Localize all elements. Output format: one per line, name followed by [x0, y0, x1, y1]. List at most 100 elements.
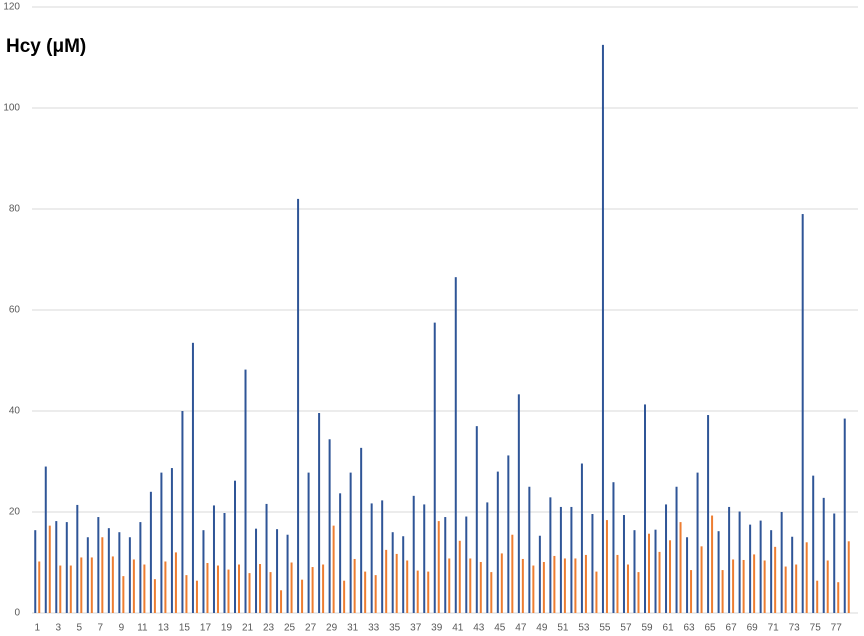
bar — [728, 506, 731, 613]
x-tick-label: 43 — [473, 623, 485, 634]
bar — [370, 503, 373, 613]
bar — [255, 528, 258, 613]
bar — [328, 439, 331, 613]
bar — [248, 573, 251, 613]
bar — [381, 500, 384, 613]
bar — [48, 525, 51, 613]
bar — [360, 447, 363, 613]
x-tick-label: 1 — [34, 623, 40, 634]
bar — [433, 322, 436, 613]
x-tick-label: 5 — [77, 623, 83, 634]
bar — [276, 529, 279, 613]
bar — [665, 504, 668, 613]
bar — [238, 564, 240, 613]
bar — [132, 559, 135, 613]
x-tick-label: 17 — [200, 623, 212, 634]
bar — [517, 394, 520, 613]
y-tick-label: 40 — [9, 406, 21, 417]
bar — [847, 541, 850, 613]
bar — [448, 558, 451, 613]
bar — [164, 561, 167, 613]
chart-title: Hcy (μM) — [6, 36, 86, 57]
bar — [286, 534, 289, 613]
bar — [111, 556, 114, 613]
bar — [153, 579, 156, 613]
bar — [538, 535, 541, 613]
bar — [791, 536, 794, 613]
x-tick-label: 9 — [119, 623, 125, 634]
bar — [486, 502, 489, 613]
x-tick-label: 45 — [494, 623, 506, 634]
x-tick-label: 59 — [641, 623, 653, 634]
bar — [402, 536, 405, 613]
x-tick-label: 47 — [515, 623, 527, 634]
bar — [812, 475, 815, 613]
y-tick-label: 100 — [3, 103, 20, 114]
bar — [574, 558, 577, 613]
bar — [654, 529, 657, 613]
bar — [143, 564, 146, 613]
bar — [101, 537, 104, 613]
bar — [795, 564, 798, 613]
x-tick-label: 3 — [56, 623, 62, 634]
bar — [465, 516, 468, 613]
bar — [675, 486, 678, 613]
bar — [139, 522, 142, 613]
x-tick-label: 11 — [137, 623, 148, 634]
x-tick-label: 49 — [536, 623, 548, 634]
bar — [128, 537, 131, 613]
x-tick-label: 77 — [831, 623, 843, 634]
bar — [90, 557, 93, 613]
bar — [763, 560, 766, 613]
x-tick-label: 69 — [747, 623, 759, 634]
bar — [759, 520, 762, 613]
bar — [801, 214, 804, 614]
bar — [549, 497, 552, 613]
bar — [118, 532, 121, 613]
x-tick-label: 65 — [705, 623, 717, 634]
bar — [826, 560, 829, 613]
bar — [353, 558, 356, 613]
bar — [265, 503, 268, 613]
bar — [223, 513, 226, 613]
bar — [700, 546, 703, 613]
bar — [80, 557, 83, 613]
bar — [76, 504, 79, 613]
bar — [149, 491, 152, 613]
bar — [191, 342, 194, 613]
bar — [349, 472, 352, 613]
x-tick-label: 15 — [179, 623, 191, 634]
bar — [469, 558, 472, 613]
bar — [160, 472, 163, 613]
bar — [59, 565, 62, 613]
x-tick-label: 13 — [158, 623, 170, 634]
bar — [44, 466, 47, 613]
bar — [686, 537, 689, 613]
bar — [444, 517, 447, 613]
bar — [843, 418, 846, 613]
x-tick-label: 7 — [98, 623, 104, 634]
bar — [216, 565, 219, 613]
x-tick-label: 51 — [557, 623, 569, 634]
bar — [584, 554, 587, 613]
bar — [553, 555, 556, 613]
y-tick-label: 60 — [9, 305, 21, 316]
bar — [458, 540, 461, 613]
bar — [374, 575, 377, 613]
bar — [311, 567, 314, 613]
bar — [206, 563, 209, 613]
bar — [170, 468, 173, 613]
bar — [318, 413, 321, 613]
bar — [637, 572, 640, 613]
bar — [605, 520, 608, 613]
bar — [496, 471, 499, 613]
x-tick-label: 75 — [810, 623, 822, 634]
bar — [122, 576, 125, 613]
bar — [227, 569, 230, 613]
bar — [679, 522, 682, 613]
bar — [406, 560, 409, 613]
bar — [622, 515, 625, 613]
bar — [774, 546, 777, 613]
